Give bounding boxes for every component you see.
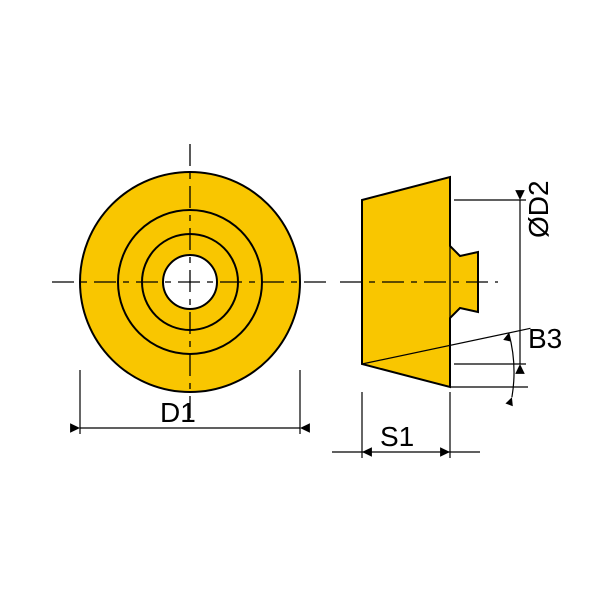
label-d1: D1 bbox=[160, 397, 196, 428]
label-d2: ØD2 bbox=[523, 180, 554, 238]
label-s1: S1 bbox=[380, 421, 414, 452]
label-b3: B3 bbox=[528, 323, 562, 354]
side-body bbox=[362, 177, 478, 387]
